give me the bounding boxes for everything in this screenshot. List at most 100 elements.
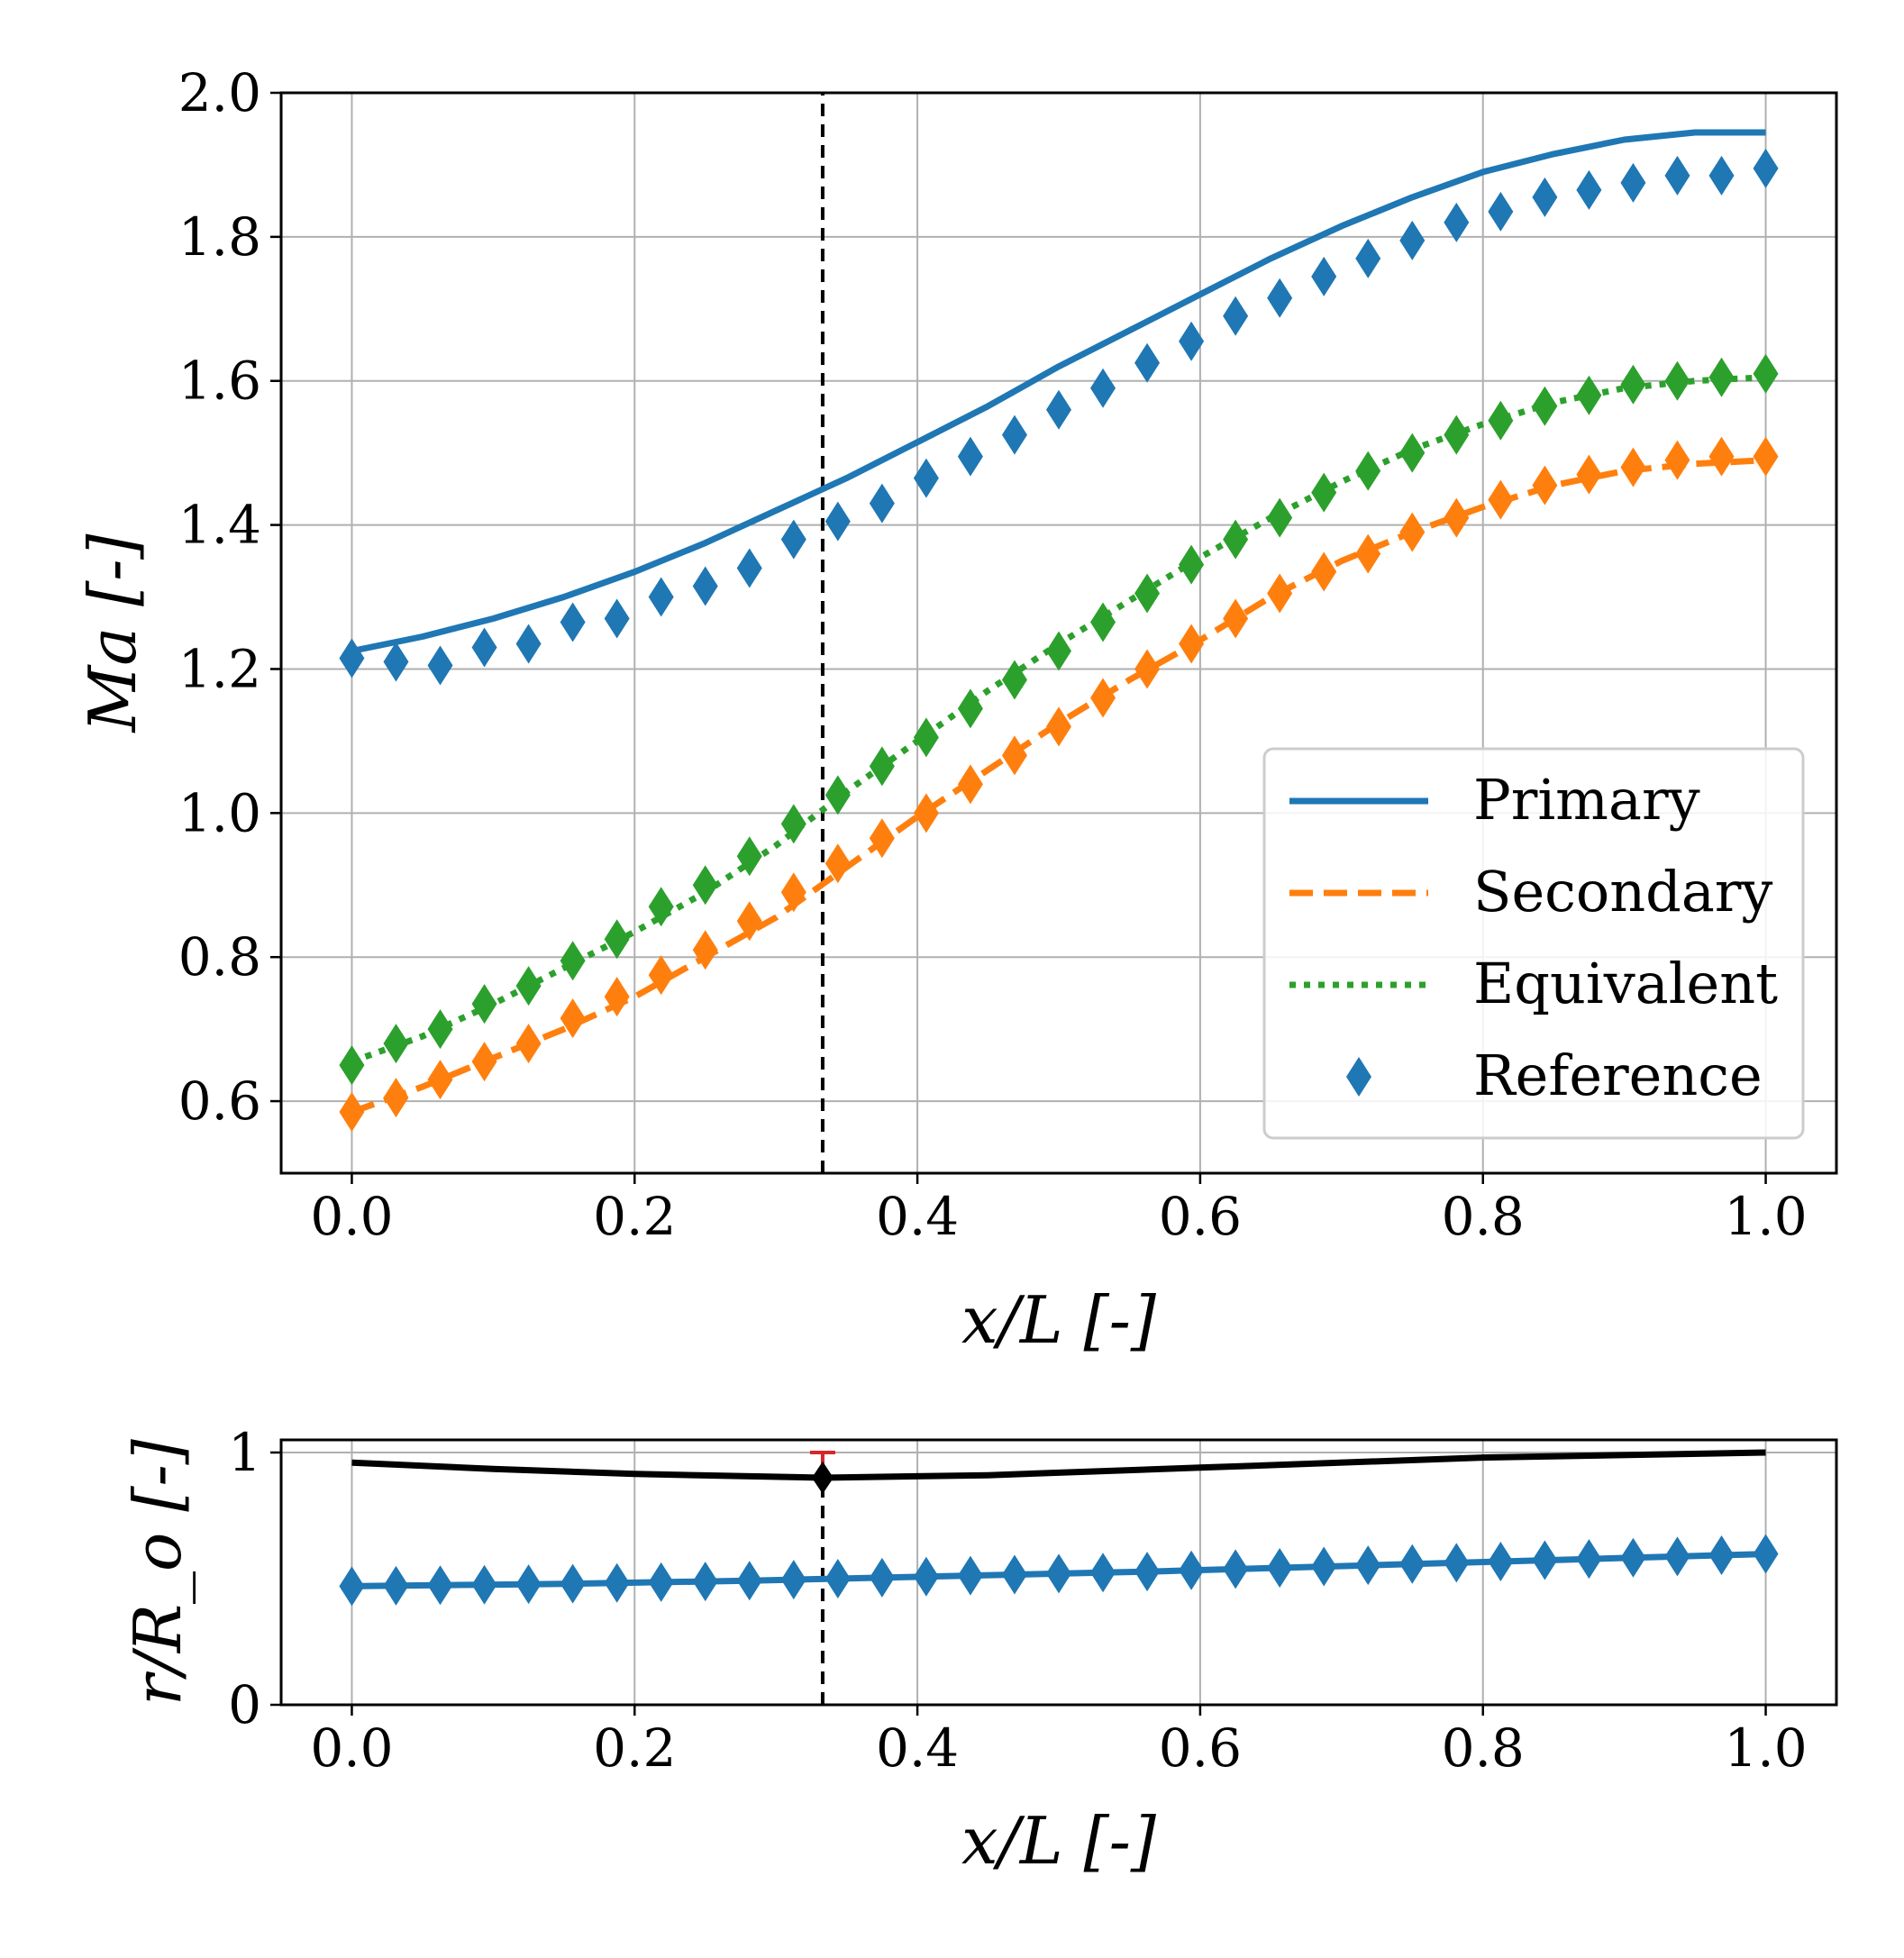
data-point-marker: [692, 566, 718, 606]
y-tick-label: 1.2: [178, 638, 261, 699]
data-point-marker: [692, 1562, 718, 1602]
x-tick-label: 1.0: [1724, 1717, 1807, 1779]
bottom-y-axis-label: r/R_o [-]: [120, 1438, 196, 1706]
data-point-marker: [1620, 447, 1646, 487]
data-point-marker: [1753, 148, 1779, 188]
top-markers: [339, 148, 1779, 1133]
bottom-ticks: 0.0 0.2 0.4 0.6 0.8 1.0 0 1: [228, 1422, 1808, 1779]
data-point-marker: [1179, 624, 1205, 664]
data-point-marker: [1355, 451, 1381, 491]
data-point-marker: [604, 598, 630, 639]
x-tick-label: 1.0: [1724, 1186, 1807, 1247]
data-point-marker: [913, 793, 939, 833]
data-point-marker: [1576, 375, 1602, 415]
data-point-marker: [913, 458, 939, 498]
series-line-primary: [351, 129, 1766, 654]
data-point-marker: [957, 688, 983, 729]
x-tick-label: 0.6: [1159, 1717, 1242, 1779]
y-tick-label: 2.0: [178, 62, 261, 123]
data-point-marker: [1620, 364, 1646, 405]
x-tick-label: 0.0: [310, 1186, 393, 1247]
data-point-marker: [471, 1042, 497, 1082]
data-point-marker: [869, 483, 895, 524]
data-point-marker: [1753, 353, 1779, 394]
data-point-marker: [1046, 706, 1071, 747]
data-point-marker: [1355, 1545, 1381, 1586]
top-ticks: 0.0 0.2 0.4 0.6 0.8 1.0 0.6 0.8 1.0 1.2 1.4 1.6 1.8 2…: [178, 62, 1808, 1247]
data-point-marker: [913, 717, 939, 758]
top-y-axis-label: Ma [-]: [75, 533, 150, 734]
data-point-marker: [383, 1024, 409, 1064]
data-point-marker: [1576, 1539, 1602, 1580]
y-tick-label: 1: [228, 1422, 261, 1483]
data-point-marker: [824, 1559, 851, 1598]
data-point-marker: [560, 1563, 586, 1604]
data-point-marker: [1708, 1535, 1735, 1575]
x-tick-label: 0.4: [876, 1186, 959, 1247]
data-point-marker: [780, 804, 806, 844]
data-point-marker: [957, 436, 983, 477]
data-point-marker: [1444, 414, 1470, 455]
y-tick-label: 0: [228, 1674, 261, 1735]
data-point-marker: [1753, 436, 1779, 477]
legend-label: Equivalent: [1473, 951, 1778, 1016]
y-tick-label: 1.8: [178, 206, 261, 268]
data-point-marker: [1179, 544, 1205, 585]
data-point-marker: [869, 1557, 895, 1598]
data-point-marker: [1001, 735, 1027, 776]
data-point-marker: [1311, 551, 1337, 592]
data-point-marker: [1708, 155, 1735, 196]
data-point-marker: [648, 1562, 674, 1602]
data-point-marker: [427, 1060, 453, 1100]
data-point-marker: [736, 548, 762, 588]
data-point-marker: [1311, 256, 1337, 296]
data-point-marker: [1223, 519, 1249, 560]
data-point-marker: [1488, 400, 1514, 441]
data-point-marker: [1444, 1543, 1470, 1583]
data-point-marker: [427, 1009, 453, 1050]
data-point-marker: [824, 501, 851, 542]
data-point-marker: [1090, 602, 1116, 642]
legend-box: [1262, 747, 1805, 1140]
y-tick-label: 1.6: [178, 351, 261, 412]
data-point-marker: [1664, 1536, 1690, 1577]
legend-label: Reference: [1473, 1043, 1763, 1108]
data-point-marker: [1090, 1553, 1116, 1593]
radius-profile-chart: 0.0 0.2 0.4 0.6 0.8 1.0 0 1 x/L [-] r/R_o [-]: [120, 1422, 1838, 1879]
data-point-marker: [515, 624, 542, 664]
data-point-marker: [1223, 296, 1249, 336]
data-point-marker: [515, 966, 542, 1006]
y-tick-label: 1.4: [178, 495, 261, 556]
data-point-marker: [824, 843, 851, 884]
data-point-marker: [1001, 1554, 1027, 1595]
data-point-marker: [1267, 573, 1293, 614]
data-point-marker: [471, 1564, 497, 1605]
data-point-marker: [692, 865, 718, 906]
data-point-marker: [736, 1561, 762, 1601]
data-point-marker: [383, 642, 409, 682]
legend-label: Primary: [1473, 767, 1700, 833]
data-point-marker: [1090, 678, 1116, 718]
data-point-marker: [1267, 497, 1293, 538]
data-point-marker: [1444, 202, 1470, 242]
top-x-axis-label: x/L [-]: [961, 1282, 1157, 1358]
legend-label: Secondary: [1473, 859, 1772, 924]
data-point-marker: [471, 984, 497, 1025]
legend-marker: [1346, 1057, 1371, 1097]
data-point-marker: [1134, 342, 1161, 383]
data-point-marker: [1399, 512, 1426, 552]
data-point-marker: [1532, 177, 1558, 217]
data-point-marker: [869, 818, 895, 859]
data-point-marker: [1399, 220, 1426, 260]
data-point-marker: [339, 1566, 365, 1607]
data-point-marker: [1708, 357, 1735, 397]
data-point-marker: [913, 1556, 939, 1597]
data-point-marker: [1444, 497, 1470, 538]
data-point-marker: [736, 901, 762, 942]
x-tick-label: 0.2: [593, 1186, 676, 1247]
data-point-marker: [869, 746, 895, 787]
y-tick-label: 0.6: [178, 1070, 261, 1132]
data-point-marker: [1399, 1544, 1426, 1584]
data-point-marker: [1267, 1547, 1293, 1588]
x-tick-label: 0.8: [1442, 1186, 1525, 1247]
